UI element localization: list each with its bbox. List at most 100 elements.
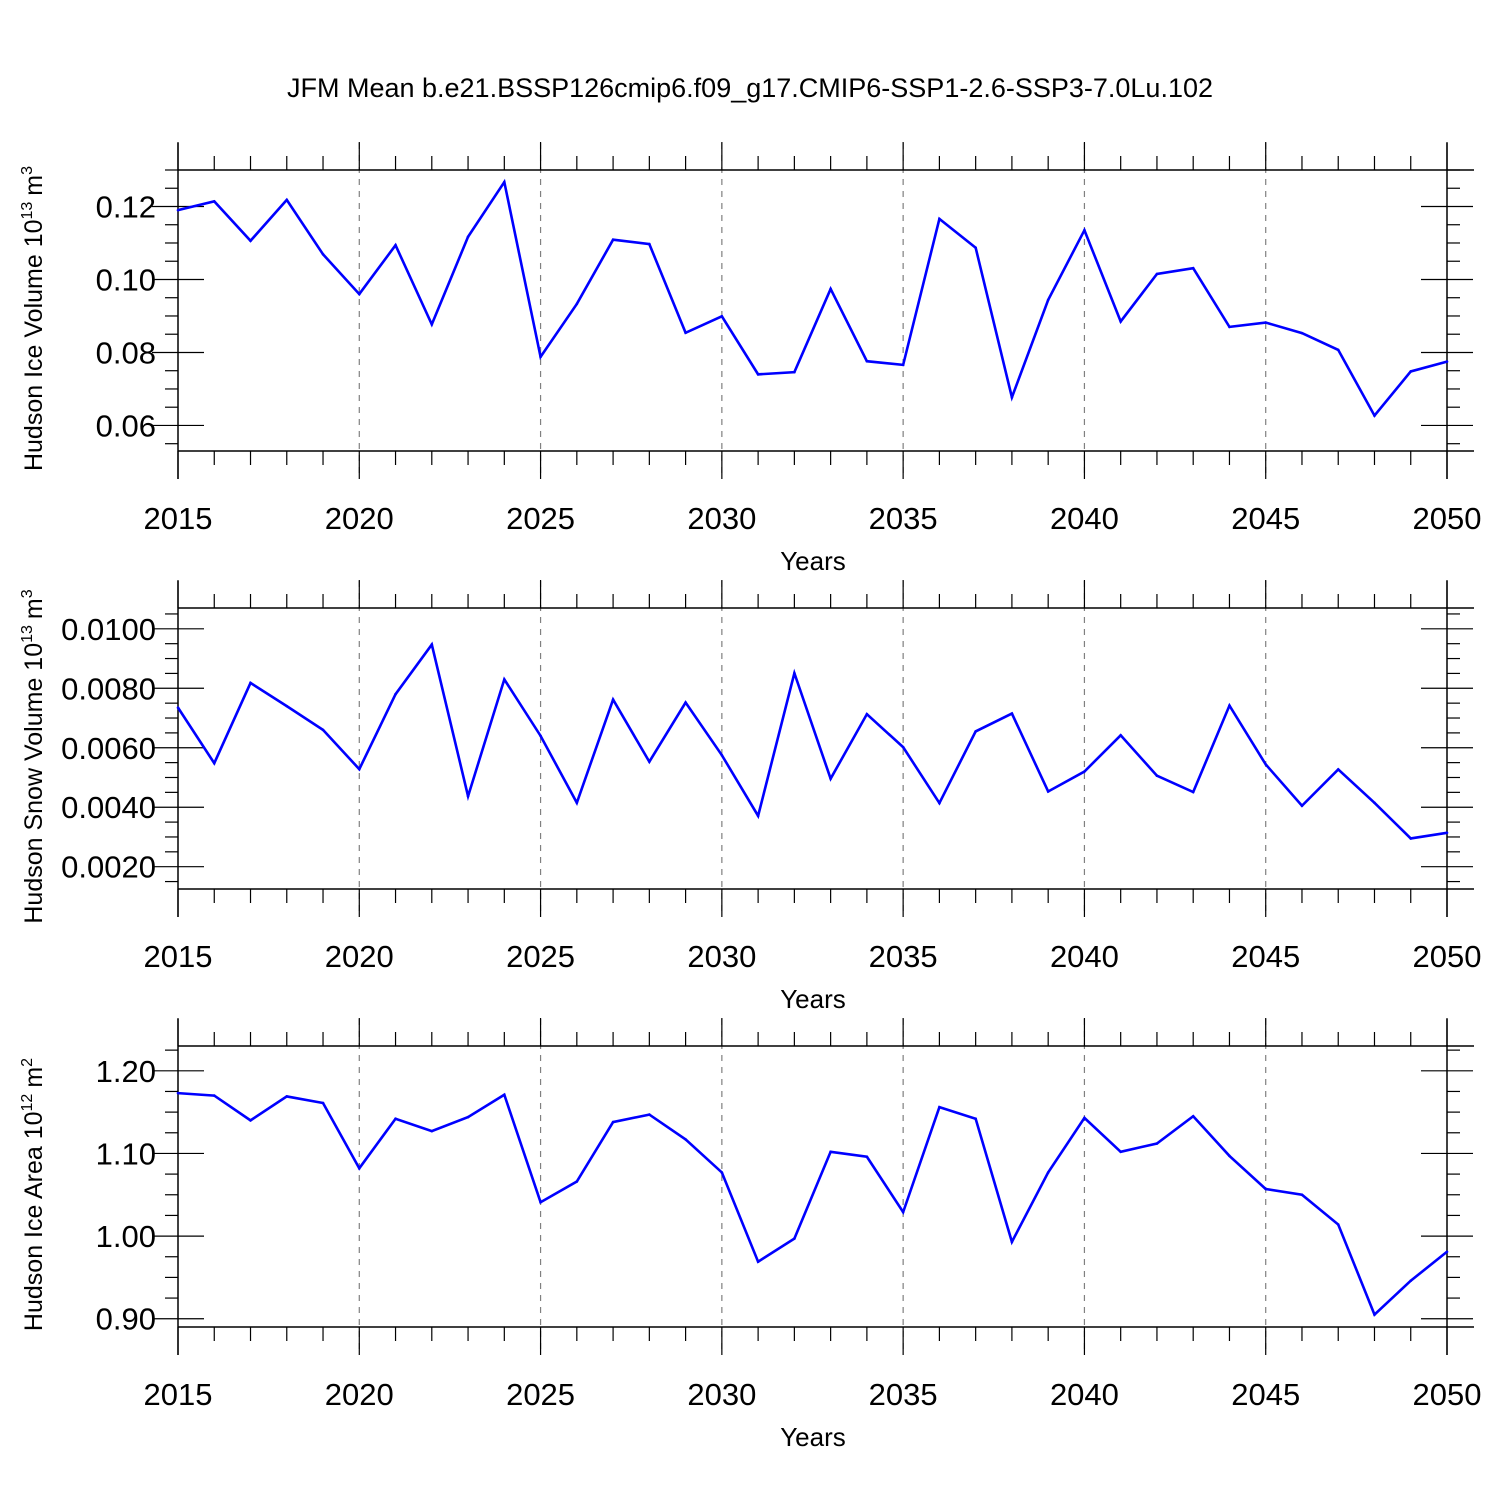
data-point (901, 745, 905, 749)
data-point (575, 801, 579, 805)
data-point (648, 242, 651, 246)
x-tick-label: 2035 (869, 501, 938, 536)
data-point (901, 363, 905, 367)
data-point (539, 355, 542, 359)
data-point (1155, 774, 1159, 778)
data-point (212, 200, 216, 203)
data-point (611, 1120, 615, 1124)
data-point (357, 767, 361, 771)
data-point (1191, 1114, 1195, 1118)
data-point (684, 1138, 687, 1141)
data-point (176, 706, 180, 709)
x-tick-label: 2015 (144, 939, 213, 974)
data-point (466, 794, 470, 798)
y-tick-label: 0.0060 (61, 731, 156, 766)
data-point (938, 801, 941, 805)
data-point (1300, 331, 1304, 335)
data-point (1373, 801, 1376, 805)
x-tick-label: 2020 (325, 501, 394, 536)
y-axis-title-exponent: 13 (19, 202, 36, 220)
x-tick-label: 2030 (687, 939, 756, 974)
x-axis-title: Years (780, 984, 846, 1014)
data-point (865, 712, 869, 716)
chart-panel-2: 2015 2020 2025 2030 2035 2040 2045 2050 0.0020 0.… (19, 580, 1481, 1014)
data-point (249, 681, 252, 685)
data-point (1264, 321, 1268, 324)
data-point (285, 704, 289, 708)
series-line (177, 1091, 1448, 1317)
y-tick-label: 0.08 (96, 335, 156, 370)
data-point (539, 734, 542, 738)
y-axis-title-exponent: 12 (19, 1094, 36, 1112)
data-point (1010, 396, 1014, 399)
data-point (285, 1095, 289, 1098)
data-point (720, 1171, 724, 1174)
y-axis-title-exponent: 13 (19, 625, 36, 643)
data-point (829, 1150, 832, 1154)
data-point (1119, 733, 1122, 737)
data-point (1155, 272, 1159, 276)
y-axis-title: Hudson Ice Volume 1013 m3 (19, 166, 48, 471)
y-tick-label: 1.00 (96, 1219, 156, 1254)
x-axis-title: Years (780, 1422, 846, 1452)
data-point (648, 1113, 651, 1116)
data-point (249, 1119, 252, 1122)
data-point (684, 331, 687, 335)
data-point (430, 323, 434, 326)
data-point (938, 217, 941, 221)
data-point (974, 730, 977, 733)
data-point (321, 1101, 325, 1105)
data-point (176, 208, 180, 212)
data-point (394, 243, 397, 247)
data-point (1119, 320, 1122, 323)
data-point (1228, 325, 1231, 329)
data-point (1191, 266, 1195, 270)
data-point (648, 760, 651, 764)
data-point (1083, 1116, 1086, 1120)
data-point (394, 1117, 397, 1121)
data-point (357, 292, 361, 296)
data-point (901, 1210, 905, 1214)
data-point (1300, 804, 1304, 808)
x-tick-label: 2015 (144, 1377, 213, 1412)
data-point (974, 246, 977, 250)
x-axis-title: Years (780, 546, 846, 576)
data-point (793, 370, 796, 374)
x-tick-label: 2030 (687, 1377, 756, 1412)
data-point (1119, 1150, 1122, 1154)
data-point (865, 1155, 869, 1159)
y-tick-label: 0.90 (96, 1302, 156, 1337)
data-point (212, 1094, 216, 1097)
x-tick-label: 2025 (506, 1377, 575, 1412)
x-tick-label: 2015 (144, 501, 213, 536)
data-point (1409, 1279, 1413, 1283)
data-point (1300, 1193, 1304, 1197)
data-point (1046, 1171, 1050, 1174)
y-axis-title: Hudson Snow Volume 1013 m3 (19, 589, 48, 923)
x-tick-label: 2025 (506, 939, 575, 974)
data-point (756, 1260, 760, 1264)
y-axis-title-unit-exponent: 3 (19, 166, 36, 175)
data-point (720, 753, 724, 757)
data-point (684, 701, 687, 704)
data-point (1336, 1223, 1340, 1226)
data-point (829, 287, 832, 291)
data-point (1373, 1313, 1376, 1316)
data-point (1336, 348, 1340, 352)
data-point (1046, 790, 1050, 793)
x-tick-label: 2045 (1231, 501, 1300, 536)
data-point (974, 1117, 977, 1121)
data-point (394, 692, 397, 696)
y-tick-label: 1.10 (96, 1136, 156, 1171)
x-tick-label: 2040 (1050, 939, 1119, 974)
data-point (575, 1180, 579, 1183)
x-tick-label: 2040 (1050, 501, 1119, 536)
data-point (1010, 1240, 1014, 1244)
y-tick-label: 0.0080 (61, 671, 156, 706)
y-tick-label: 0.0020 (61, 850, 156, 885)
chart-panel-1: 2015 2020 2025 2030 2035 2040 2045 2050 0.06 0.08… (19, 142, 1481, 576)
data-point (503, 1093, 506, 1097)
x-tick-label: 2040 (1050, 1377, 1119, 1412)
x-tick-label: 2035 (869, 939, 938, 974)
